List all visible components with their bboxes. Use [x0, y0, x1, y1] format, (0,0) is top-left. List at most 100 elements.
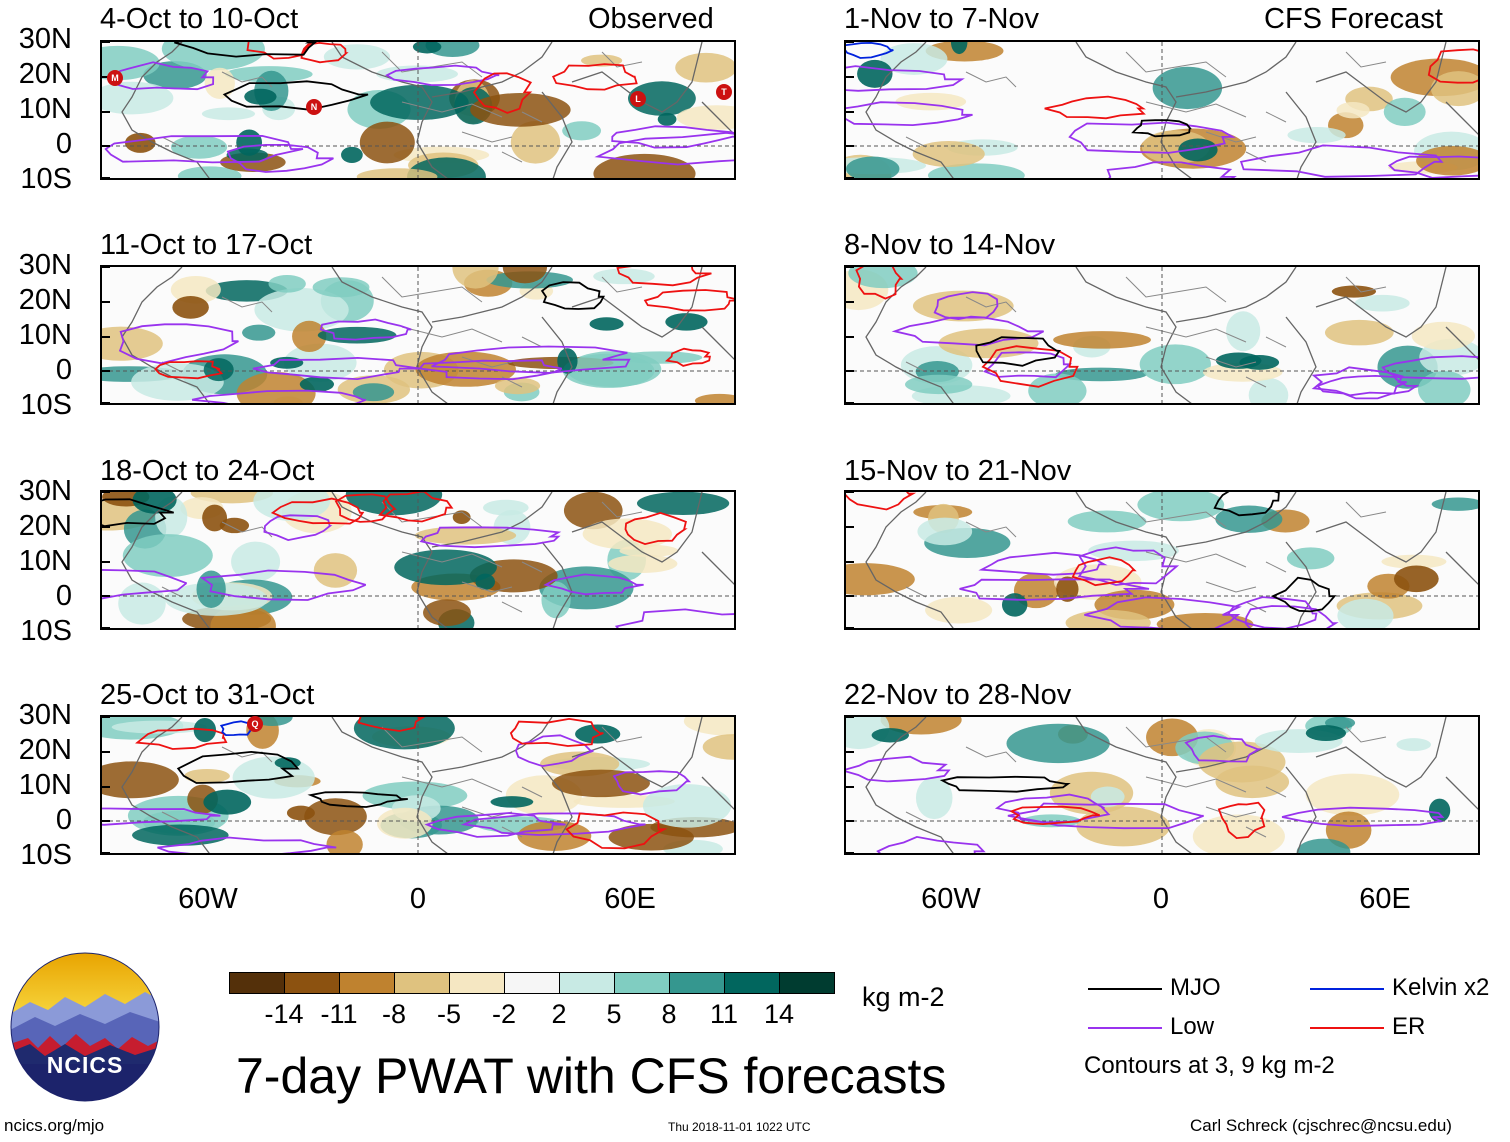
- pwat-anomaly-blob: [1428, 798, 1451, 823]
- colorbar-swatch: [724, 972, 780, 994]
- lat-tick: [102, 492, 110, 493]
- wave-contour: [104, 134, 304, 164]
- pwat-anomaly-blob: [452, 267, 499, 289]
- wave-contour: [624, 511, 688, 546]
- map-canvas: [846, 717, 1478, 853]
- pwat-anomaly-blob: [118, 582, 166, 625]
- pwat-anomaly-blob: [848, 267, 918, 289]
- wave-contour: [612, 770, 692, 796]
- footer-timestamp: Thu 2018-11-01 1022 UTC: [668, 1120, 811, 1134]
- pwat-anomaly-blob: [1056, 576, 1079, 602]
- colorbar-swatch: [779, 972, 835, 994]
- wave-contour: [191, 389, 367, 403]
- pwat-anomaly-blob: [204, 67, 235, 99]
- pwat-anomaly-blob: [132, 824, 229, 846]
- pwat-anomaly-blob: [1226, 311, 1261, 352]
- pwat-anomaly-blob: [551, 769, 650, 798]
- lat-tick: [846, 717, 854, 718]
- pwat-anomaly-blob: [562, 121, 602, 141]
- wave-contour: [300, 42, 349, 64]
- wave-contour: [1388, 155, 1478, 178]
- wave-contour: [614, 608, 734, 628]
- pwat-anomaly-blob: [219, 517, 250, 534]
- lon-label-60w-left: 60W: [178, 883, 238, 915]
- pwat-anomaly-blob: [1001, 593, 1028, 617]
- pwat-anomaly-blob: [124, 132, 156, 153]
- coastline: [905, 276, 1387, 388]
- pwat-anomaly-blob: [242, 324, 276, 341]
- pwat-anomaly-blob: [494, 377, 541, 395]
- pwat-anomaly-blob: [423, 599, 471, 627]
- colorbar-tick-label: 5: [606, 999, 622, 1029]
- pwat-anomaly-blob: [292, 320, 327, 353]
- map-panel-observed-1: [100, 40, 736, 180]
- pwat-anomaly-blob: [517, 820, 592, 851]
- pwat-anomaly-blob: [1336, 102, 1370, 119]
- wave-contour: [1381, 355, 1478, 380]
- lat-tick: [846, 402, 854, 403]
- wave-contour: [1239, 144, 1444, 178]
- pwat-anomaly-blob: [122, 534, 213, 578]
- wave-contour: [199, 569, 367, 601]
- wave-contour: [460, 812, 646, 836]
- wave-contour: [1270, 576, 1337, 613]
- pwat-anomaly-blob: [1156, 613, 1254, 628]
- pwat-anomaly-blob: [323, 44, 391, 70]
- pwat-anomaly-blob: [575, 724, 621, 744]
- pwat-anomaly-blob: [254, 288, 349, 332]
- panel-title-1: 4-Oct to 10-Oct: [100, 3, 299, 35]
- lat-label: 0: [55, 128, 72, 160]
- pwat-anomaly-blob: [470, 92, 571, 127]
- pwat-anomaly-blob: [172, 296, 209, 319]
- panel-title-6: 8-Nov to 14-Nov: [844, 229, 1056, 261]
- pwat-anomaly-blob: [683, 717, 734, 736]
- colorbar-tick-label: 8: [661, 999, 677, 1029]
- wave-contour: [1227, 596, 1318, 628]
- pwat-anomaly-blob: [589, 317, 624, 331]
- map-panel-observed-2: [100, 265, 736, 405]
- colorbar-tick-label: 11: [709, 999, 739, 1029]
- pwat-anomaly-blob: [895, 92, 967, 111]
- pwat-anomaly-blob: [846, 717, 890, 750]
- wave-contour: [1281, 806, 1445, 828]
- pwat-anomaly-blob: [1178, 138, 1218, 162]
- pwat-anomaly-blob: [1305, 773, 1400, 816]
- panel-title-4: 25-Oct to 31-Oct: [100, 679, 315, 711]
- panel-title-8: 22-Nov to 28-Nov: [844, 679, 1072, 711]
- pwat-anomaly-blob: [203, 789, 252, 815]
- panel-title-2: 11-Oct to 17-Oct: [100, 229, 313, 261]
- wave-contour: [135, 727, 228, 750]
- pwat-anomaly-blob: [917, 517, 973, 546]
- pwat-anomaly-blob: [1152, 66, 1223, 110]
- wave-contour: [1084, 596, 1242, 628]
- colorbar-tick-label: -2: [491, 999, 516, 1029]
- lat-tick: [102, 820, 110, 822]
- pwat-anomaly-blob: [490, 796, 534, 808]
- pwat-anomaly-blob: [675, 52, 734, 83]
- pwat-anomaly-blob: [636, 492, 730, 516]
- pwat-anomaly-blob: [925, 596, 993, 624]
- lat-tick: [102, 267, 110, 268]
- pwat-anomaly-blob: [619, 544, 679, 557]
- pwat-anomaly-blob: [231, 541, 281, 582]
- pwat-anomaly-blob: [370, 84, 469, 120]
- pwat-anomaly-blob: [356, 168, 438, 178]
- pwat-anomaly-blob: [1305, 725, 1347, 742]
- legend-er-label: ER: [1392, 1013, 1426, 1040]
- pwat-anomaly-blob: [608, 554, 678, 573]
- logo-text: NCICS: [46, 1052, 124, 1078]
- storm-marker-m: M: [107, 70, 123, 86]
- wave-contour: [270, 497, 365, 525]
- panel-title-7: 15-Nov to 21-Nov: [844, 455, 1072, 487]
- lon-label-0-left: 0: [409, 883, 427, 915]
- lat-label: 30N: [18, 23, 72, 55]
- colorbar-swatch: [394, 972, 450, 994]
- pwat-anomaly-blob: [1239, 355, 1280, 370]
- wave-contour: [419, 526, 562, 549]
- mjo-line-swatch: [1088, 988, 1162, 990]
- pwat-anomaly-blob: [950, 42, 968, 55]
- pwat-anomaly-blob: [1053, 331, 1151, 349]
- wave-contour: [664, 347, 711, 367]
- lat-tick: [102, 852, 110, 853]
- lat-tick: [846, 561, 854, 563]
